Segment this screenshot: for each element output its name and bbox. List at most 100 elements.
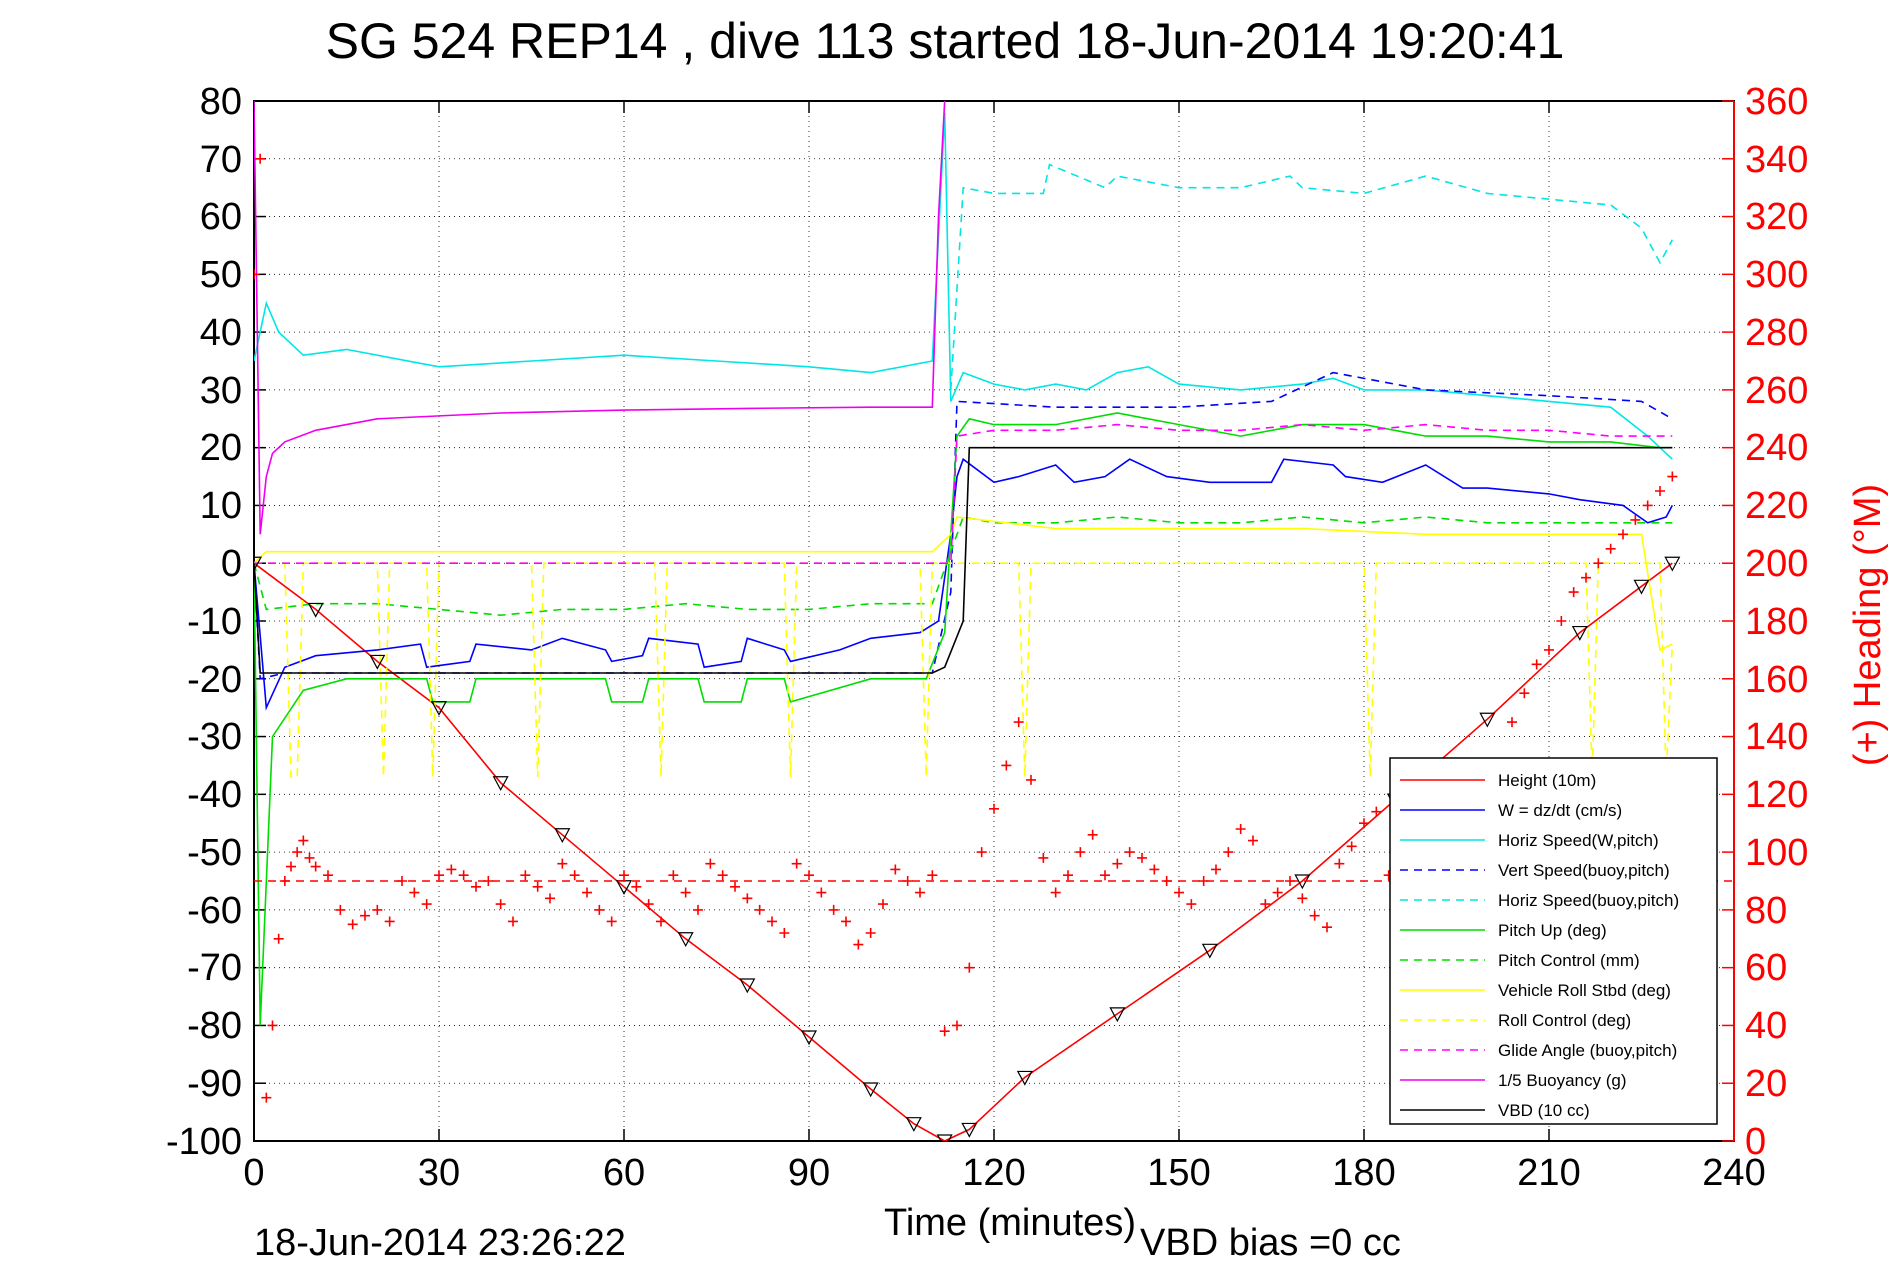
heading-point xyxy=(471,881,481,892)
heading-point xyxy=(495,899,506,910)
heading-point xyxy=(1568,587,1579,598)
x-tick-label: 30 xyxy=(418,1152,460,1194)
heading-point xyxy=(680,887,691,898)
y-tick-label: 10 xyxy=(200,485,242,527)
y2-tick-label: 80 xyxy=(1745,890,1787,932)
heading-point xyxy=(915,887,925,898)
series-line-roll-control-deg xyxy=(254,562,1674,778)
heading-point xyxy=(335,904,346,915)
heading-point xyxy=(1186,899,1197,910)
heading-point xyxy=(298,835,309,846)
footer-timestamp: 18-Jun-2014 23:26:22 xyxy=(254,1222,626,1262)
heading-point xyxy=(304,852,315,863)
height-marker xyxy=(862,1082,879,1098)
y2-tick-label: 340 xyxy=(1745,139,1808,181)
y-tick-label: -20 xyxy=(187,659,242,701)
heading-point xyxy=(853,939,864,950)
heading-point xyxy=(1297,893,1308,904)
heading-point xyxy=(767,916,777,927)
height-marker xyxy=(369,654,386,670)
heading-point xyxy=(360,910,370,921)
series-line-1-5-buoyancy-g xyxy=(254,101,946,535)
heading-point xyxy=(557,858,568,869)
y-tick-label: -60 xyxy=(187,890,242,932)
heading-point xyxy=(606,916,617,927)
y2-tick-label: 0 xyxy=(1745,1121,1766,1163)
heading-point xyxy=(582,887,592,898)
y-tick-label: 40 xyxy=(200,312,242,354)
heading-point xyxy=(446,864,457,875)
heading-point xyxy=(1642,500,1653,511)
height-marker xyxy=(739,978,756,994)
heading-point xyxy=(927,870,938,881)
series-line-pitch-control-mm xyxy=(254,516,1673,617)
y-tick-label: -40 xyxy=(187,774,242,816)
heading-point xyxy=(1100,870,1110,881)
x-tick-label: 180 xyxy=(1332,1152,1395,1194)
heading-point xyxy=(273,933,284,944)
series-line-horiz-speed-w-pitch xyxy=(254,112,1673,460)
series-line-vbd-10-cc xyxy=(254,446,1673,674)
heading-point xyxy=(1531,659,1542,670)
x-tick-label: 120 xyxy=(962,1152,1025,1194)
legend-label-1-5-buoyancy-g: 1/5 Buoyancy (g) xyxy=(1498,1071,1627,1090)
height-marker xyxy=(554,828,571,844)
y2-tick-label: 280 xyxy=(1745,312,1808,354)
heading-point xyxy=(323,870,333,881)
heading-point xyxy=(520,870,531,881)
y2-tick-label: 300 xyxy=(1745,254,1808,296)
heading-point xyxy=(791,858,802,869)
heading-point xyxy=(434,870,444,881)
heading-point xyxy=(902,876,913,886)
y2-tick-label: 140 xyxy=(1745,716,1808,758)
heading-point xyxy=(1174,887,1184,898)
height-marker xyxy=(1664,556,1681,572)
height-marker xyxy=(430,701,448,716)
height-marker xyxy=(905,1117,922,1132)
heading-point xyxy=(828,904,839,915)
heading-point xyxy=(508,916,518,927)
heading-point xyxy=(421,899,432,910)
heading-point xyxy=(779,928,790,938)
height-marker xyxy=(936,1134,953,1141)
height-marker xyxy=(492,776,509,792)
heading-point xyxy=(1272,887,1283,898)
series-line-vehicle-roll-stbd-deg xyxy=(254,516,1673,652)
heading-point xyxy=(372,904,383,915)
heading-point xyxy=(878,899,888,910)
heading-point xyxy=(310,861,321,872)
height-marker xyxy=(1479,712,1496,728)
y2-tick-label: 40 xyxy=(1745,1005,1787,1047)
heading-point xyxy=(483,876,494,886)
series-line-horiz-speed-buoy-pitch xyxy=(950,163,1674,390)
x-tick-label: 60 xyxy=(603,1152,645,1194)
series-line-pitch-up-deg xyxy=(254,412,1673,1026)
y-axis-right: 360 340 320 300 280 260 240 220 200 180 … xyxy=(1745,81,1889,1163)
y2-tick-label: 160 xyxy=(1745,659,1808,701)
heading-point xyxy=(1581,572,1591,583)
y-tick-label: -70 xyxy=(187,947,242,989)
y2-tick-label: 220 xyxy=(1745,485,1808,527)
legend-label-w-dz-dt-cm-s: W = dz/dt (cm/s) xyxy=(1498,801,1622,820)
height-marker xyxy=(961,1122,978,1138)
x-tick-label: 210 xyxy=(1517,1152,1580,1194)
heading-point xyxy=(1655,486,1665,496)
heading-point xyxy=(1223,847,1234,858)
height-marker xyxy=(254,556,263,572)
y2-tick-label: 120 xyxy=(1745,774,1808,816)
heading-point xyxy=(1038,852,1049,863)
y-tick-label: 70 xyxy=(200,139,242,181)
heading-point xyxy=(1260,899,1271,910)
y2-tick-label: 100 xyxy=(1745,832,1808,874)
y2-tick-label: 180 xyxy=(1745,601,1808,643)
heading-point xyxy=(1013,717,1024,728)
height-marker xyxy=(307,602,324,618)
heading-point xyxy=(1346,841,1357,852)
heading-point xyxy=(1112,858,1123,869)
heading-point xyxy=(1285,876,1295,886)
x-tick-label: 150 xyxy=(1147,1152,1210,1194)
height-marker xyxy=(1016,1070,1033,1086)
heading-point xyxy=(619,870,629,881)
y-tick-label: 50 xyxy=(200,254,242,296)
